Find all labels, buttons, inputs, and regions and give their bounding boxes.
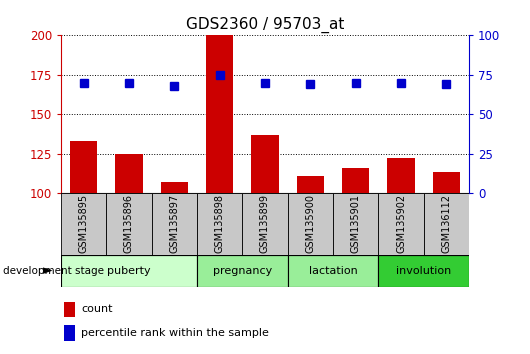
- Text: development stage: development stage: [3, 266, 104, 276]
- Bar: [297, 176, 324, 193]
- Bar: [70, 141, 97, 193]
- Text: GSM135901: GSM135901: [351, 194, 361, 253]
- Bar: [251, 135, 279, 193]
- Text: lactation: lactation: [308, 266, 357, 276]
- Bar: [61, 193, 107, 255]
- Bar: [152, 193, 197, 255]
- Bar: [333, 193, 378, 255]
- Text: GSM135897: GSM135897: [169, 194, 179, 253]
- Text: percentile rank within the sample: percentile rank within the sample: [81, 328, 269, 338]
- Text: GSM135896: GSM135896: [124, 194, 134, 253]
- Text: GSM136112: GSM136112: [441, 194, 452, 253]
- Bar: [161, 182, 188, 193]
- Text: puberty: puberty: [107, 266, 151, 276]
- Text: pregnancy: pregnancy: [213, 266, 272, 276]
- Bar: [423, 193, 469, 255]
- Text: GSM135898: GSM135898: [215, 194, 225, 253]
- Bar: [197, 193, 242, 255]
- Bar: [288, 193, 333, 255]
- Bar: [387, 158, 414, 193]
- Bar: [242, 193, 288, 255]
- Text: GSM135902: GSM135902: [396, 194, 406, 253]
- Bar: [197, 255, 288, 287]
- Text: GSM135895: GSM135895: [78, 194, 89, 253]
- Text: involution: involution: [396, 266, 452, 276]
- Bar: [116, 154, 143, 193]
- Bar: [288, 255, 378, 287]
- Bar: [107, 193, 152, 255]
- Bar: [64, 302, 75, 317]
- Bar: [342, 168, 369, 193]
- Bar: [378, 255, 469, 287]
- Text: GSM135899: GSM135899: [260, 194, 270, 253]
- Text: ►: ►: [43, 264, 53, 277]
- Title: GDS2360 / 95703_at: GDS2360 / 95703_at: [186, 16, 344, 33]
- Bar: [61, 255, 197, 287]
- Bar: [64, 325, 75, 341]
- Text: count: count: [81, 304, 112, 314]
- Bar: [206, 35, 233, 193]
- Text: GSM135900: GSM135900: [305, 194, 315, 253]
- Bar: [378, 193, 423, 255]
- Bar: [433, 172, 460, 193]
